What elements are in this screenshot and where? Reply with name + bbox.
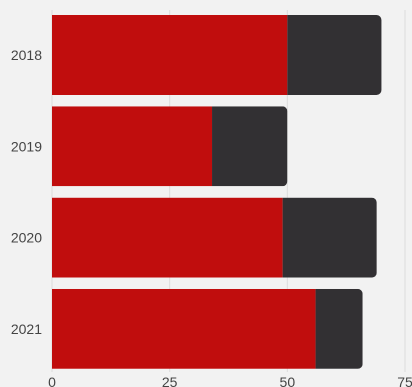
category-label: 2018 <box>11 47 42 63</box>
bar-group-2021 <box>52 288 363 369</box>
bar-2020-segment-2 <box>282 197 377 278</box>
bar-2019-segment-1 <box>52 106 213 187</box>
bars <box>52 15 382 369</box>
x-tick-labels: 0 25 50 75 <box>48 374 412 387</box>
x-tick-label: 75 <box>397 374 412 387</box>
x-tick-label: 25 <box>162 374 178 387</box>
bar-group-2018 <box>52 15 382 95</box>
bar-2021-segment-2 <box>315 288 363 369</box>
x-tick-label: 0 <box>48 374 56 387</box>
bar-2018-segment-2 <box>287 15 382 95</box>
bar-2020-segment-1 <box>52 197 283 278</box>
bar-2019-segment-2 <box>212 106 288 187</box>
category-label: 2019 <box>11 138 42 154</box>
x-tick-label: 50 <box>280 374 296 387</box>
category-labels: 2018 2019 2020 2021 <box>11 47 42 337</box>
category-label: 2020 <box>11 230 42 246</box>
bar-group-2019 <box>52 106 288 187</box>
bar-2018-segment-1 <box>52 15 288 95</box>
bar-2021-segment-1 <box>52 288 316 369</box>
category-label: 2021 <box>11 321 42 337</box>
bar-group-2020 <box>52 197 377 278</box>
